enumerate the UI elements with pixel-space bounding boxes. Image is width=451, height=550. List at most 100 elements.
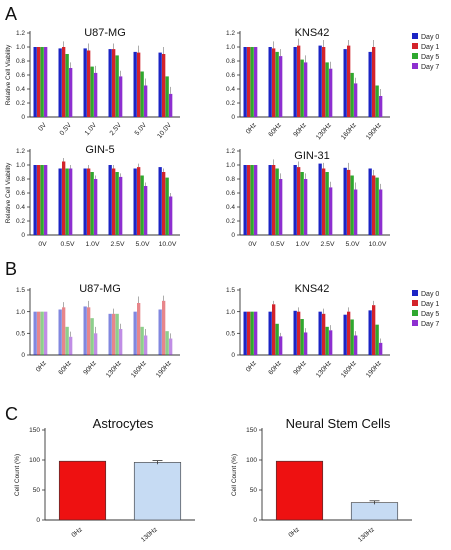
- y-axis-label: Relative Cell Viability: [5, 44, 12, 105]
- y-tick-label: 0: [231, 114, 235, 121]
- bar: [275, 460, 324, 521]
- bar: [300, 59, 304, 117]
- chart-2: GIN-5 0 0.2 0.4 0.6 0.8 1.0 1.2 Relative Cell Vi…: [5, 144, 180, 248]
- bar: [137, 167, 141, 235]
- x-tick-label: 0Hz: [35, 359, 49, 373]
- y-tick-label: 0: [36, 517, 40, 524]
- x-tick-label: 0Hz: [245, 359, 259, 373]
- x-tick-label: 0.5V: [61, 241, 75, 248]
- x-tick-label: 130Hz: [140, 526, 159, 543]
- legend-swatch: [412, 53, 418, 59]
- bar: [158, 309, 162, 355]
- x-tick-label: 2.5V: [109, 121, 124, 137]
- legend-swatch: [412, 290, 418, 296]
- bar: [94, 179, 98, 235]
- bar: [300, 172, 304, 235]
- bar: [300, 319, 304, 355]
- panel-label-a: A: [5, 4, 17, 24]
- legend-swatch: [412, 33, 418, 39]
- bar: [158, 167, 162, 235]
- legend-swatch: [412, 43, 418, 49]
- bar: [58, 168, 62, 235]
- bar: [40, 165, 44, 235]
- bar: [144, 186, 148, 235]
- bar: [375, 85, 379, 117]
- bar: [65, 54, 69, 117]
- y-tick-label: 0.8: [226, 58, 235, 65]
- bar: [169, 338, 173, 355]
- legend-top: Day 0 Day 1 Day 5 Day 7: [412, 33, 439, 71]
- y-axis-label: Cell Count (%): [231, 454, 238, 496]
- bar: [322, 168, 326, 235]
- y-tick-label: 1.2: [226, 30, 235, 37]
- bar: [165, 331, 169, 355]
- bar: [243, 165, 247, 235]
- bar: [343, 49, 347, 117]
- x-tick-label: 0.5V: [59, 121, 74, 137]
- chart-title: GIN-31: [294, 150, 329, 162]
- y-tick-label: 1.2: [226, 148, 235, 155]
- bar: [325, 62, 329, 117]
- bar: [87, 50, 91, 117]
- chart-6: Astrocytes 0 50 100 150 Cell Count (%) 0Hz 130H…: [14, 416, 195, 544]
- chart-4: U87-MG 0 0.5 1.0 1.5 0Hz 60Hz 90Hz 130Hz 160Hz 190…: [16, 283, 180, 379]
- legend-swatch: [412, 300, 418, 306]
- bar: [372, 175, 376, 235]
- bar: [293, 165, 297, 235]
- bar: [322, 313, 326, 355]
- bar: [144, 335, 148, 355]
- y-axis-label: Cell Count (%): [14, 454, 21, 496]
- bar: [87, 307, 91, 355]
- bar: [44, 165, 48, 235]
- bar: [165, 76, 169, 117]
- y-tick-label: 1.0: [226, 309, 235, 316]
- y-tick-label: 1.2: [16, 30, 25, 37]
- bar: [275, 51, 279, 117]
- bar: [304, 332, 308, 355]
- x-tick-label: 10.0V: [369, 241, 387, 248]
- bar: [158, 52, 162, 117]
- y-tick-label: 0.8: [16, 58, 25, 65]
- bar: [112, 313, 116, 355]
- bar: [112, 49, 116, 117]
- bar: [69, 68, 73, 117]
- y-tick-label: 0.2: [16, 218, 25, 225]
- bar: [37, 47, 41, 117]
- bar: [254, 165, 258, 235]
- x-tick-label: 90Hz: [292, 121, 308, 138]
- chart-0: U87-MG 0 0.2 0.4 0.6 0.8 1.0 1.2 Relative Cell V…: [5, 27, 180, 140]
- x-tick-label: 1.0V: [296, 241, 310, 248]
- bar: [58, 48, 62, 117]
- x-tick-label: 0Hz: [287, 526, 300, 539]
- chart-3: GIN-31 0 0.2 0.4 0.6 0.8 1.0 1.2 0V 0.5V 1.0V 2.5V 5…: [226, 148, 390, 248]
- x-tick-label: 60Hz: [267, 121, 283, 138]
- y-tick-label: 0.5: [16, 331, 25, 338]
- y-tick-label: 1.0: [16, 44, 25, 51]
- bar: [33, 311, 37, 355]
- bar: [272, 165, 276, 235]
- bar: [33, 165, 37, 235]
- y-tick-label: 0.5: [226, 331, 235, 338]
- legend-middle: Day 0 Day 1 Day 5 Day 7: [412, 290, 439, 328]
- chart-title: Astrocytes: [93, 416, 154, 431]
- y-tick-label: 0: [253, 517, 257, 524]
- bar: [354, 189, 358, 235]
- legend-swatch: [412, 320, 418, 326]
- bar: [293, 310, 297, 355]
- bar: [165, 177, 169, 235]
- bar: [368, 51, 372, 117]
- bar: [83, 306, 87, 355]
- bar: [318, 163, 322, 235]
- bar: [162, 300, 166, 355]
- bar: [243, 47, 247, 117]
- bar: [140, 175, 144, 235]
- x-tick-label: 10.0V: [156, 121, 173, 139]
- y-tick-label: 0: [21, 114, 25, 121]
- bar: [343, 314, 347, 355]
- bar: [62, 161, 66, 235]
- bar: [58, 460, 107, 521]
- bar: [169, 93, 173, 117]
- y-tick-label: 0.6: [16, 72, 25, 79]
- bar: [115, 172, 119, 235]
- y-tick-label: 0.4: [226, 204, 235, 211]
